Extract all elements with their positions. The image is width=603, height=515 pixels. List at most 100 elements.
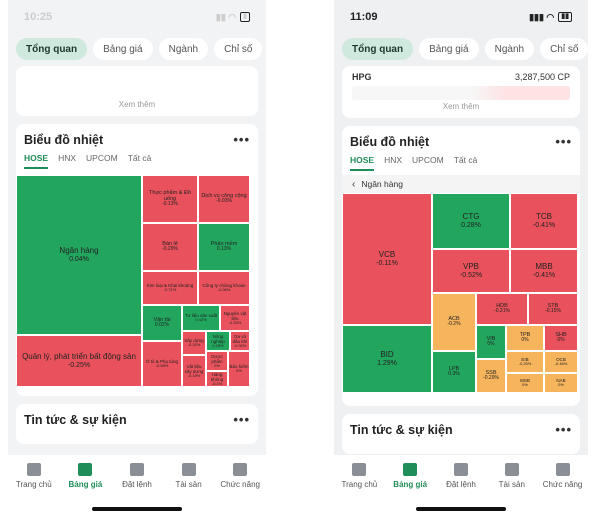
nav-order[interactable]: Đặt lệnh <box>113 463 161 515</box>
nav-functions[interactable]: Chức năng <box>216 463 264 515</box>
heatmap-cell-name: HDB <box>496 302 508 309</box>
heatmap-cell[interactable]: SSB -0.29% <box>476 359 506 393</box>
breadcrumb[interactable]: ‹ Ngân hàng <box>342 175 580 193</box>
heatmap-cell-name: Phần mềm <box>210 240 238 247</box>
heatmap-cell[interactable]: EIB -0.25% <box>506 351 544 373</box>
heatmap-cell[interactable]: BID 1.29% <box>342 325 432 393</box>
heatmap-card: Biểu đồ nhiệt ••• HOSE HNX UPCOM Tất cả … <box>342 126 580 406</box>
tab-industry[interactable]: Ngành <box>484 38 535 60</box>
heatmap-cell-name: MBB <box>535 262 553 272</box>
heatmap-cell-name: Quản lý, phát triển bất động sản <box>22 352 136 362</box>
nav-price-board[interactable]: Bảng giá <box>61 463 109 515</box>
status-icons: ▮▮ ◠ ▮ <box>216 12 250 23</box>
nav-assets[interactable]: Tài sản <box>165 463 213 515</box>
heatmap-cell-name: Ngân hàng <box>59 246 99 256</box>
tab-industry[interactable]: Ngành <box>158 38 209 60</box>
nav-assets[interactable]: Tài sản <box>488 463 536 515</box>
nav-home[interactable]: Trang chủ <box>10 463 58 515</box>
heatmap-cell[interactable]: VPB -0.52% <box>432 249 510 293</box>
heatmap-cell[interactable]: Nguyên vật liệu -0.33% <box>220 305 250 331</box>
exchange-tabs: HOSE HNX UPCOM Tất cả <box>16 153 258 169</box>
more-options-icon[interactable]: ••• <box>555 134 572 149</box>
tab-overview[interactable]: Tổng quan <box>16 38 88 60</box>
heatmap-cell[interactable]: Quản lý, phát triển bất động sản -0.25% <box>16 335 142 387</box>
nav-order[interactable]: Đặt lệnh <box>437 463 485 515</box>
grid-icon <box>233 463 248 476</box>
exchange-tab-upcom[interactable]: UPCOM <box>86 153 118 163</box>
heatmap-cell[interactable]: Công ty chứng khoán -0.06% <box>198 271 250 305</box>
nav-price-board[interactable]: Bảng giá <box>386 463 434 515</box>
heatmap-cell[interactable]: Kim loại & Khai khoáng -0.71% <box>142 271 198 305</box>
heatmap-cell[interactable]: Ô tô & Phụ tùng -0.58% <box>142 341 182 387</box>
heatmap-title: Biểu đồ nhiệt <box>24 132 104 147</box>
heatmap-cell[interactable]: OCB -0.46% <box>544 351 578 373</box>
heatmap-cell[interactable]: STB -0.15% <box>528 293 578 325</box>
heatmap-cell[interactable]: Vận tải 0.02% <box>142 305 182 341</box>
heatmap-cell-change: -0.19% <box>187 372 201 378</box>
heatmap-cell[interactable]: MBB -0.41% <box>510 249 578 293</box>
back-chevron-icon[interactable]: ‹ <box>352 178 356 190</box>
news-more-icon[interactable]: ••• <box>555 422 572 437</box>
heatmap-cell[interactable]: Ngân hàng 0.04% <box>16 175 142 335</box>
heatmap-cell[interactable]: ACB -0.2% <box>432 293 476 351</box>
heatmap-cell[interactable]: VIB 0% <box>476 325 506 359</box>
top-card: HPG 3,287,500 CP Xem thêm <box>342 66 580 118</box>
breadcrumb-label: Ngân hàng <box>361 179 403 189</box>
heatmap-cell[interactable]: Nông nghiệp 0.28% <box>206 331 230 351</box>
heatmap-cell[interactable]: Ga và dầu khí -0.02% <box>230 331 250 351</box>
heatmap-cell-name: Công ty chứng khoán <box>202 283 246 289</box>
exchange-tab-upcom[interactable]: UPCOM <box>412 155 444 165</box>
see-more-link[interactable]: Xem thêm <box>118 100 156 109</box>
exchange-tab-hose[interactable]: HOSE <box>350 155 375 171</box>
heatmap-cell[interactable]: Tư liệu sản xuất 0.42% <box>182 305 220 331</box>
heatmap-cell[interactable]: CTG 0.28% <box>432 193 510 249</box>
heatmap-cell[interactable]: Bán lẻ -0.29% <box>142 223 198 271</box>
heatmap-cell-name: VIB <box>486 335 496 342</box>
heatmap-cell-name: Ô tô & Phụ tùng <box>145 359 179 365</box>
heatmap-cell[interactable]: Thực phẩm & Đồ uống -0.13% <box>142 175 198 223</box>
heatmap-cell[interactable]: NAB 0% <box>544 373 578 393</box>
heatmap-cell[interactable]: TCB -0.41% <box>510 193 578 249</box>
heatmap-cell[interactable]: LPB 0.3% <box>432 351 476 393</box>
tab-price-board[interactable]: Bảng giá <box>93 38 153 60</box>
heatmap-cell-name: Bán lẻ <box>162 240 178 247</box>
tab-index[interactable]: Chỉ số <box>214 38 263 60</box>
tab-overview[interactable]: Tổng quan <box>342 38 414 60</box>
heatmap-cell[interactable]: Bảo hiểm 0% <box>228 351 250 387</box>
nav-home[interactable]: Trang chủ <box>335 463 383 515</box>
top-card: Xem thêm <box>16 66 258 116</box>
tab-price-board[interactable]: Bảng giá <box>419 38 479 60</box>
chart-icon <box>78 463 93 476</box>
bottom-nav: Trang chủ Bảng giá Đặt lệnh Tài sản Chức… <box>8 455 266 515</box>
heatmap-cell[interactable]: VCB -0.11% <box>342 193 432 325</box>
heatmap-cell[interactable]: SHB 0% <box>544 325 578 351</box>
heatmap-cell-name: VPB <box>462 262 479 272</box>
nav-label: Chức năng <box>220 480 260 489</box>
heatmap-cell[interactable]: HDB -0.21% <box>476 293 528 325</box>
exchange-tab-hnx[interactable]: HNX <box>384 155 403 165</box>
heatmap-cell[interactable]: Dược phẩm 0% <box>206 351 228 371</box>
heatmap-cell[interactable]: Hàng không -0.1% <box>206 371 228 387</box>
heatmap-cell-change: -0.58% <box>155 363 169 369</box>
heatmap-title: Biểu đồ nhiệt <box>350 134 430 149</box>
tab-index[interactable]: Chỉ số <box>540 38 588 60</box>
heatmap-cell[interactable]: Vật liệu xây dựng -0.19% <box>182 355 206 387</box>
see-more-link[interactable]: Xem thêm <box>442 102 480 111</box>
news-more-icon[interactable]: ••• <box>233 412 250 427</box>
news-title: Tin tức & sự kiện <box>24 412 127 427</box>
nav-functions[interactable]: Chức năng <box>539 463 587 515</box>
heatmap-cell-change: 0% <box>558 382 564 388</box>
heatmap-cell[interactable]: TPB 0% <box>506 325 544 351</box>
exchange-tab-hose[interactable]: HOSE <box>24 153 49 169</box>
heatmap-cell[interactable]: MSB 0% <box>506 373 544 393</box>
more-options-icon[interactable]: ••• <box>233 132 250 147</box>
heatmap-cell[interactable]: Phần mềm 0.13% <box>198 223 250 271</box>
exchange-tab-all[interactable]: Tất cả <box>127 153 152 163</box>
heatmap-cell[interactable]: Xây dựng -0.32% <box>182 331 206 355</box>
news-title: Tin tức & sự kiện <box>350 422 453 437</box>
heatmap-cell-name: Ga và dầu khí <box>232 333 248 344</box>
heatmap-cell[interactable]: Dịch vụ công cộng -0.03% <box>198 175 250 223</box>
exchange-tab-all[interactable]: Tất cả <box>453 155 478 165</box>
gavel-icon <box>453 463 468 476</box>
exchange-tab-hnx[interactable]: HNX <box>58 153 77 163</box>
